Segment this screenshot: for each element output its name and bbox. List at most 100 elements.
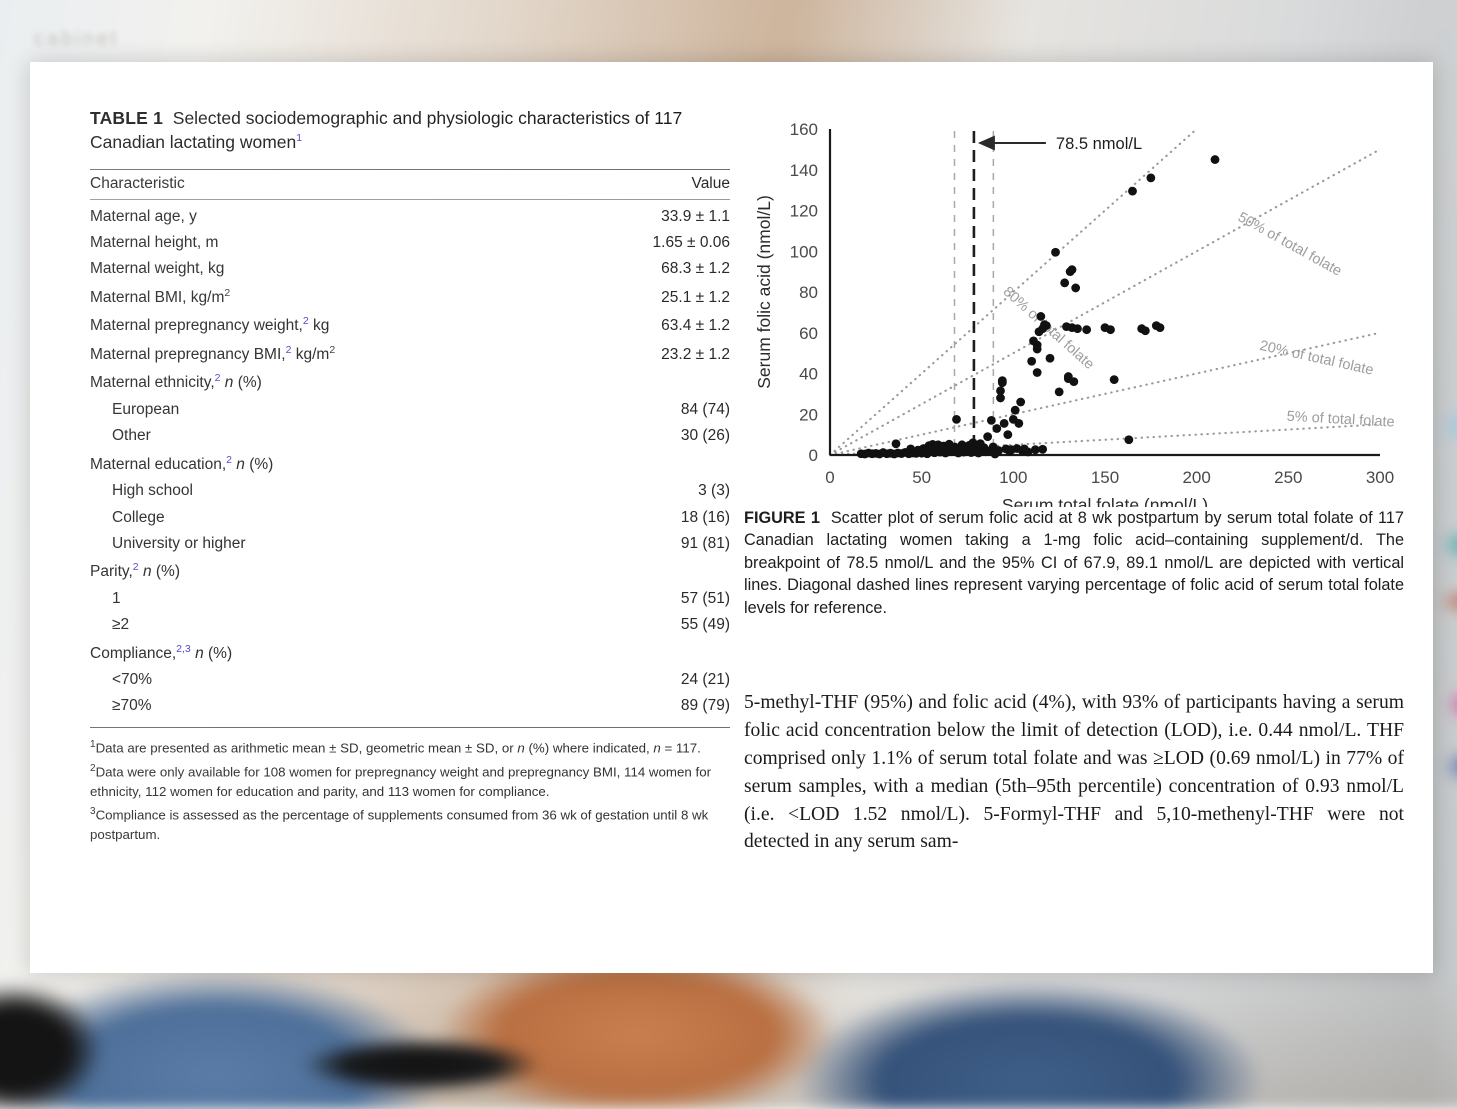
table-row: Maternal BMI, kg/m2 25.1 ± 1.2: [90, 283, 730, 312]
row-value: 84 (74): [680, 400, 730, 418]
data-point: [986, 415, 996, 425]
table-row: 1 57 (51): [90, 586, 730, 612]
table-row: Maternal age, y 33.9 ± 1.1: [90, 199, 730, 230]
data-point: [1045, 353, 1055, 363]
x-tick-label: 300: [1366, 468, 1394, 487]
y-tick-label: 20: [799, 405, 818, 424]
row-value: 63.4 ± 1.2: [661, 317, 730, 335]
y-tick-label: 140: [790, 161, 818, 180]
table-row: Maternal height, m 1.65 ± 0.06: [90, 230, 730, 256]
row-characteristic: Maternal weight, kg: [90, 260, 225, 278]
row-value: 24 (21): [680, 671, 730, 689]
row-value: 18 (16): [680, 508, 730, 526]
row-value: 55 (49): [680, 616, 730, 634]
row-characteristic: European: [112, 400, 180, 418]
data-point: [999, 419, 1009, 428]
y-tick-label: 60: [799, 324, 818, 343]
row-characteristic: Maternal BMI, kg/m2: [90, 286, 231, 306]
table-row: ≥2 55 (49): [90, 612, 730, 638]
data-point: [1003, 430, 1013, 440]
row-characteristic: 1: [112, 589, 121, 607]
breakpoint-annotation-label: 78.5 nmol/L: [1056, 135, 1142, 153]
data-point: [1032, 340, 1042, 350]
data-point: [996, 393, 1005, 403]
reference-line-20pct: [828, 331, 1382, 457]
data-point: [1041, 321, 1051, 331]
row-value: 57 (51): [680, 589, 730, 607]
footnote: 1Data are presented as arithmetic mean ±…: [90, 739, 701, 756]
table-title: TABLE 1 Selected sociodemographic and ph…: [90, 107, 730, 155]
footnote: 3Compliance is assessed as the percentag…: [90, 806, 709, 843]
data-point: [1073, 324, 1082, 334]
table-row: College 18 (16): [90, 504, 730, 530]
body-paragraph: 5-methyl-THF (95%) and folic acid (4%), …: [744, 692, 1404, 853]
data-point: [1060, 278, 1070, 288]
row-characteristic: Maternal height, m: [90, 233, 219, 251]
row-value: [576, 557, 730, 586]
y-tick-label: 120: [790, 202, 818, 221]
x-tick-label: 200: [1182, 468, 1210, 487]
document-page: TABLE 1 Selected sociodemographic and ph…: [30, 62, 1433, 973]
x-tick-label: 250: [1274, 468, 1302, 487]
row-characteristic: Other: [112, 427, 151, 445]
table-row: European 84 (74): [90, 397, 730, 423]
data-point: [1027, 356, 1037, 366]
table-row: University or higher 91 (81): [90, 531, 730, 557]
table-title-text: Selected sociodemographic and physiologi…: [90, 108, 683, 152]
data-point: [1067, 265, 1077, 274]
table-row: High school 3 (3): [90, 478, 730, 504]
data-point: [1071, 283, 1081, 293]
figure-label: FIGURE 1: [744, 509, 820, 527]
data-point: [1069, 377, 1079, 387]
row-characteristic: High school: [112, 482, 193, 500]
table-row: ≥70% 89 (79): [90, 693, 730, 725]
row-value: 3 (3): [698, 482, 730, 500]
breakpoint-arrow-head: [977, 135, 995, 151]
row-characteristic: ≥2: [112, 616, 130, 634]
data-point: [952, 414, 961, 424]
data-point: [1146, 173, 1156, 183]
figure-1-chart: 80% of total folate 50% of total folate 20…: [744, 107, 1404, 515]
table-bottom-rule: [90, 727, 730, 729]
row-value: 89 (79): [680, 697, 730, 715]
backdrop-ghost-label: cabinet: [34, 28, 120, 50]
reference-line-80pct: [828, 127, 1198, 457]
data-point: [1030, 445, 1040, 455]
data-point: [1038, 444, 1048, 454]
data-point: [1106, 325, 1115, 335]
row-characteristic: ≥70%: [112, 697, 152, 715]
data-point: [996, 386, 1005, 396]
data-point: [1128, 186, 1137, 196]
row-characteristic: Maternal ethnicity,2 n (%): [90, 372, 262, 392]
figure-caption: FIGURE 1 Scatter plot of serum folic aci…: [744, 507, 1404, 619]
row-value: 23.2 ± 1.2: [661, 345, 730, 363]
x-axis-title: Serum total folate (nmol/L): [1002, 495, 1208, 507]
svg-text:5% of total folate: 5% of total folate: [1286, 409, 1395, 431]
row-value: [576, 449, 730, 478]
diagonal-label-20pct: 20% of total folate: [1258, 338, 1375, 379]
data-point: [1109, 375, 1119, 385]
row-characteristic: Compliance,2,3 n (%): [90, 642, 233, 662]
row-value: 1.65 ± 0.06: [652, 233, 730, 251]
diagonal-label-50pct: 50% of total folate: [1235, 209, 1344, 279]
data-point: [992, 424, 1002, 433]
data-point: [1016, 397, 1026, 407]
table-footnotes: 1Data are presented as arithmetic mean ±…: [90, 737, 730, 845]
svg-text:50% of total folate: 50% of total folate: [1235, 209, 1344, 279]
data-point: [1155, 323, 1165, 333]
row-value: 68.3 ± 1.2: [661, 260, 730, 278]
table-row: Compliance,2,3 n (%): [90, 638, 730, 667]
row-characteristic: Maternal prepregnancy BMI,2 kg/m2: [90, 343, 336, 363]
table-title-footnote-marker: 1: [296, 131, 303, 144]
row-characteristic: <70%: [112, 671, 153, 689]
table-row: Maternal ethnicity,2 n (%): [90, 368, 730, 397]
data-point: [1054, 387, 1064, 397]
table-row: Maternal education,2 n (%): [90, 449, 730, 478]
table-row: Other 30 (26): [90, 423, 730, 449]
table-row: <70% 24 (21): [90, 667, 730, 693]
table-row: Maternal prepregnancy weight,2 kg 63.4 ± …: [90, 311, 730, 340]
table-column: TABLE 1 Selected sociodemographic and ph…: [90, 107, 730, 847]
row-characteristic: Maternal education,2 n (%): [90, 453, 274, 473]
row-value: 25.1 ± 1.2: [661, 288, 730, 306]
